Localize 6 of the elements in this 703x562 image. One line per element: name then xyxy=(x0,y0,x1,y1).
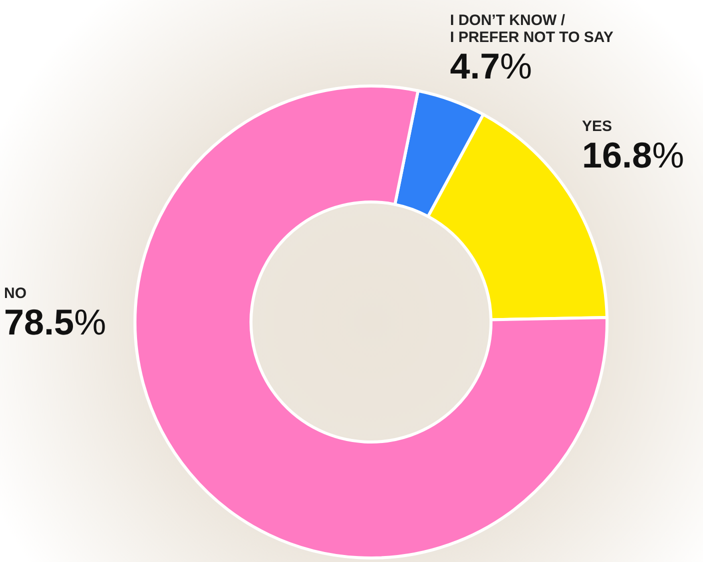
data-label: 16.8% xyxy=(582,134,684,176)
slice-label: YES xyxy=(582,118,612,135)
data-label: 4.7% xyxy=(450,46,532,86)
data-label: 78.5% xyxy=(4,302,106,342)
slice-label: NO xyxy=(4,285,27,302)
slice-label: I DON’T KNOW / I PREFER NOT TO SAY xyxy=(450,12,614,46)
